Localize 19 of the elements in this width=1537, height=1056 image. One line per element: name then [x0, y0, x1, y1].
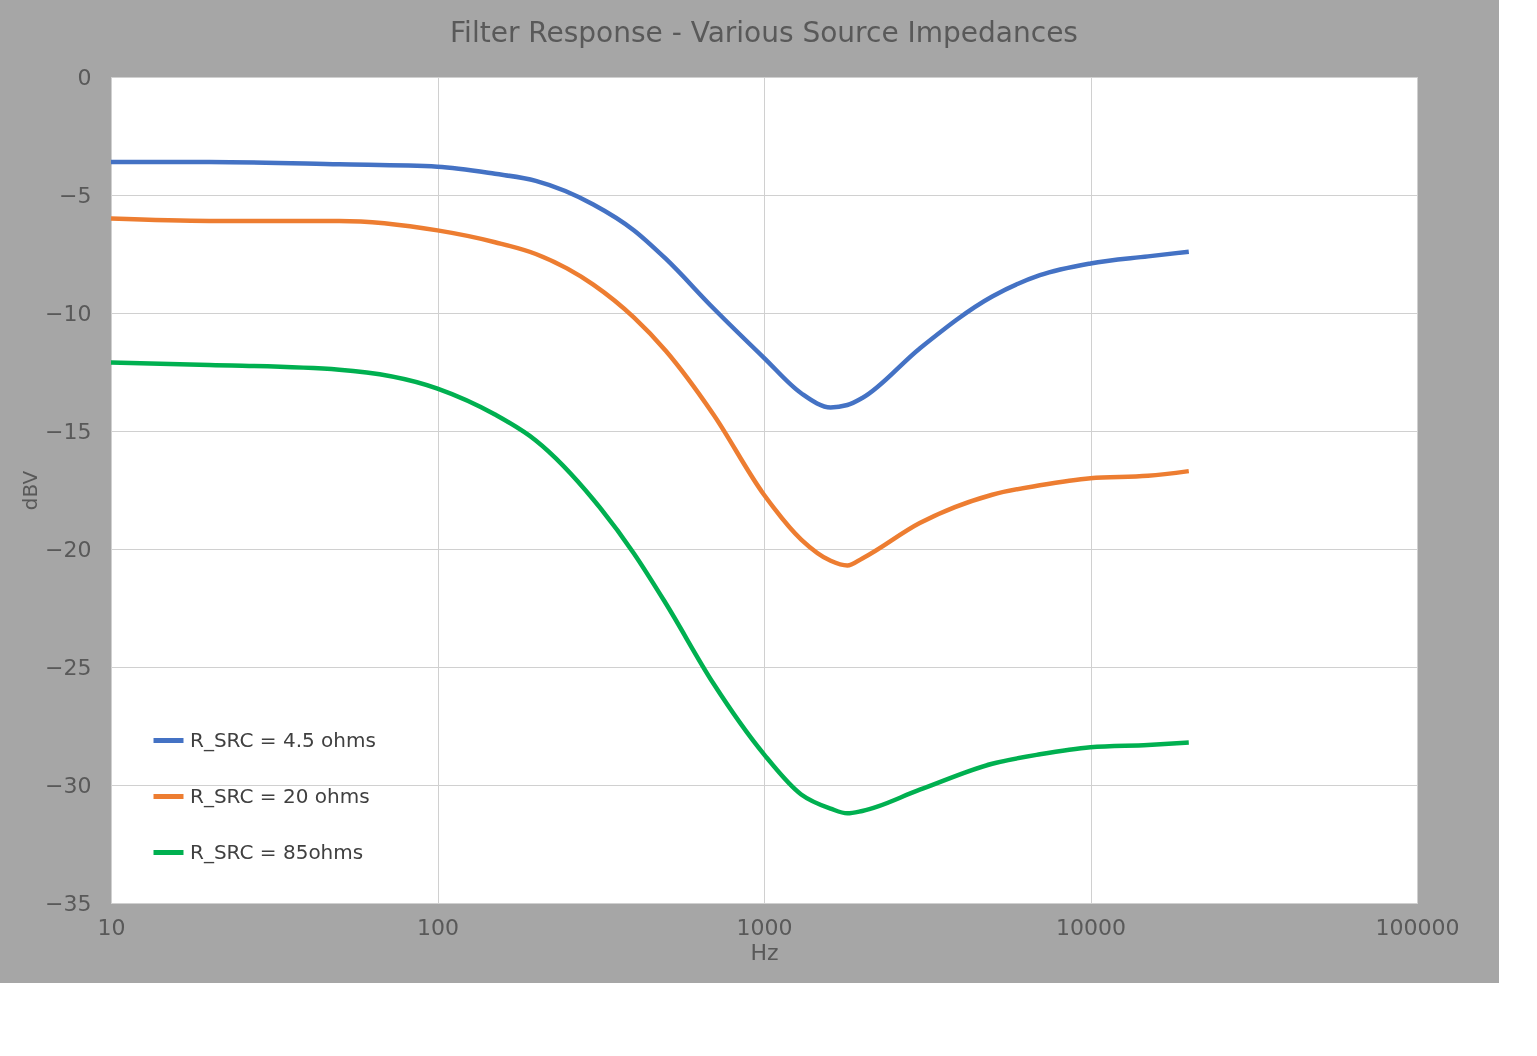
y-tick-label: −30 [45, 772, 92, 798]
y-axis-title: dBV [18, 470, 43, 511]
chart-title: Filter Response - Various Source Impedances [450, 16, 1078, 49]
y-tick-label: −20 [45, 536, 92, 562]
legend-label: R_SRC = 20 ohms [190, 783, 370, 808]
y-tick-label: 0 [77, 64, 92, 90]
legend-label: R_SRC = 85ohms [190, 839, 364, 864]
x-tick-label: 1000 [736, 914, 793, 940]
y-tick-label: −25 [45, 654, 92, 680]
y-tick-label: −15 [45, 418, 92, 444]
x-axis-title: Hz [750, 939, 779, 965]
x-tick-label: 100 [417, 914, 459, 940]
legend-label: R_SRC = 4.5 ohms [190, 727, 376, 752]
y-tick-label: −35 [45, 890, 92, 916]
y-tick-label: −5 [59, 182, 92, 208]
x-tick-label: 100000 [1375, 914, 1460, 940]
x-tick-label: 10000 [1056, 914, 1126, 940]
x-tick-label: 10 [97, 914, 126, 940]
y-tick-label: −10 [45, 300, 92, 326]
